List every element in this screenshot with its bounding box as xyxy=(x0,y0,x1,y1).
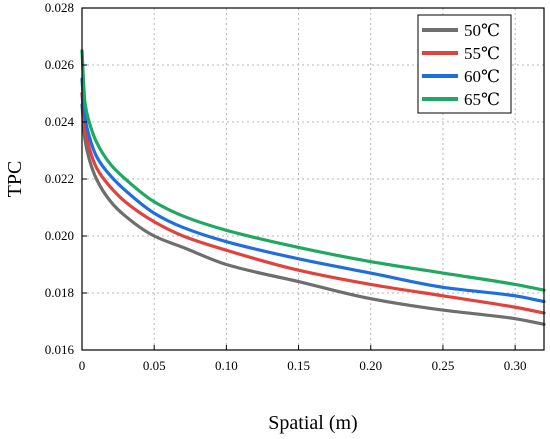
x-tick-label: 0.30 xyxy=(504,358,527,373)
legend: 50℃ 55℃ 60℃ 65℃ xyxy=(417,14,512,114)
y-tick-label: 0.016 xyxy=(45,342,75,357)
y-tick-label: 0.018 xyxy=(45,285,74,300)
x-tick-label: 0.15 xyxy=(287,358,310,373)
y-tick-label: 0.020 xyxy=(45,228,74,243)
series-layer xyxy=(80,49,546,326)
y-tick-label: 0.022 xyxy=(45,171,74,186)
y-tick-label: 0.026 xyxy=(45,57,75,72)
legend-label: 65℃ xyxy=(464,90,500,109)
series-line-65℃ xyxy=(80,49,546,292)
y-tick-label: 0.028 xyxy=(45,0,74,15)
x-tick-label: 0.25 xyxy=(432,358,455,373)
legend-label: 50℃ xyxy=(464,21,500,40)
axis-ticks: 0 0.05 0.10 0.15 0.20 0.25 0.30 0.016 0.018 0.020… xyxy=(45,0,527,373)
x-tick-label: 0.20 xyxy=(359,358,382,373)
x-axis-title: Spatial (m) xyxy=(268,412,357,434)
legend-label: 60℃ xyxy=(464,67,500,86)
y-axis-title: TPC xyxy=(4,161,26,198)
legend-label: 55℃ xyxy=(464,44,500,63)
series-line-55℃ xyxy=(80,91,546,315)
series-line-50℃ xyxy=(80,103,546,326)
x-tick-label: 0 xyxy=(79,358,86,373)
series-line-60℃ xyxy=(80,77,546,304)
y-tick-label: 0.024 xyxy=(45,114,75,129)
x-tick-label: 0.10 xyxy=(215,358,238,373)
x-tick-label: 0.05 xyxy=(143,358,166,373)
